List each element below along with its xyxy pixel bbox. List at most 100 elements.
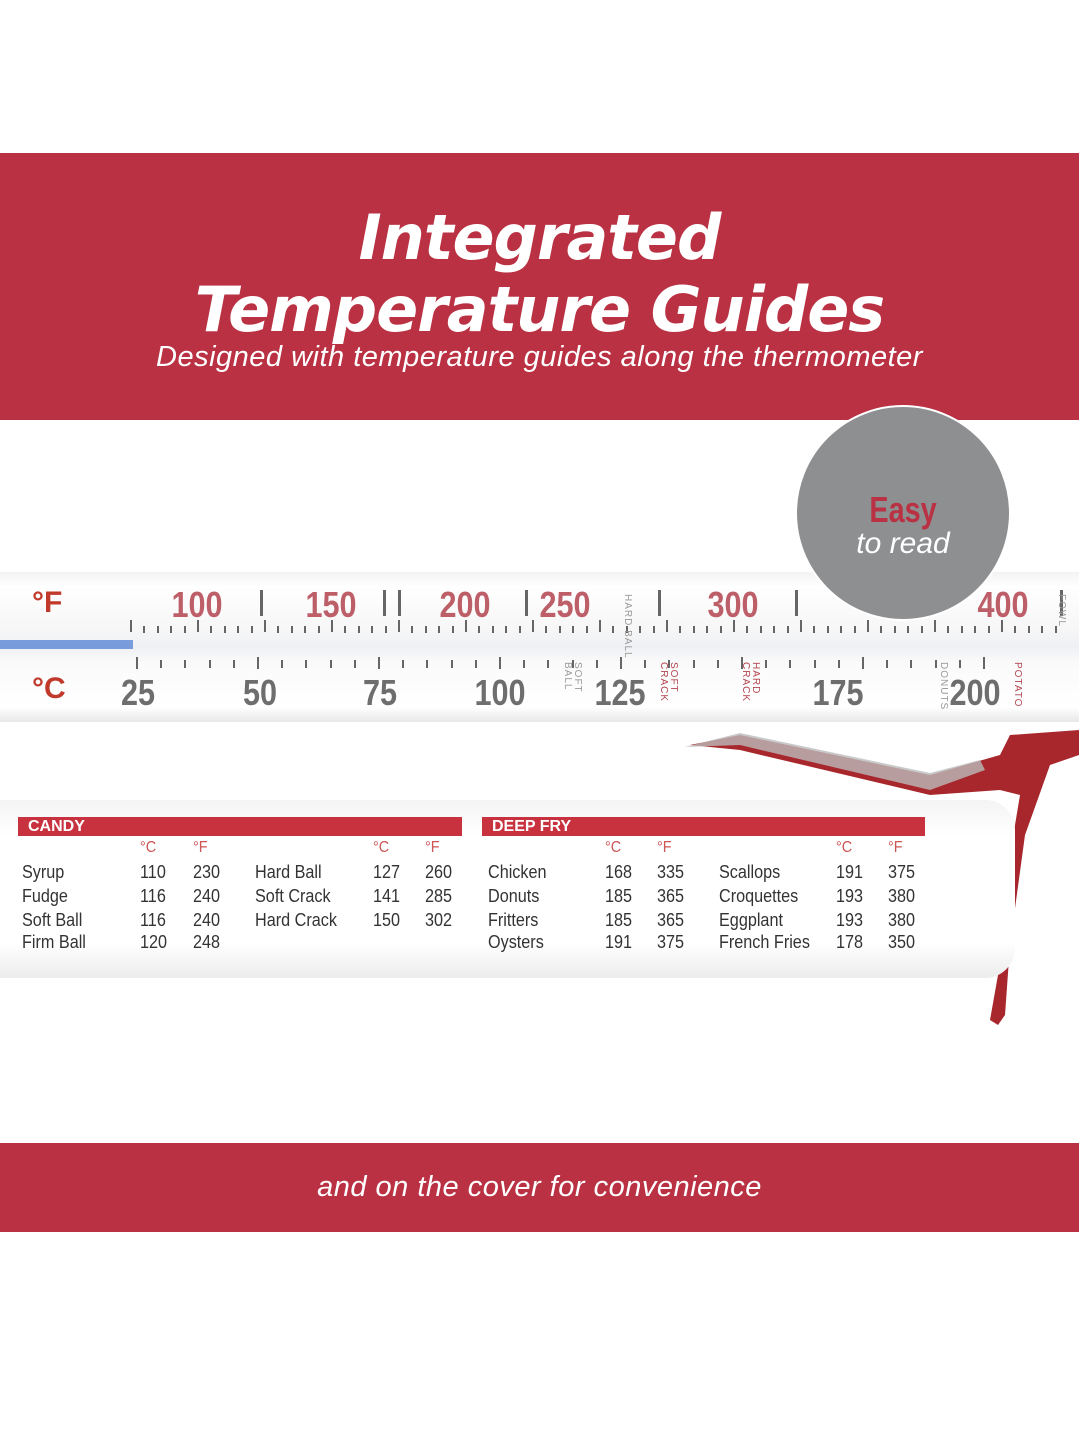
fahrenheit-label: 250 xyxy=(539,584,591,625)
fahrenheit-major-tick xyxy=(398,590,401,616)
guide-item-celsius: 141 xyxy=(373,886,401,906)
celsius-tick xyxy=(837,660,840,668)
fahrenheit-tick xyxy=(893,626,896,633)
celsius-tick xyxy=(813,660,816,668)
celsius-tick xyxy=(644,660,647,668)
guide-label: POTATO xyxy=(1012,662,1023,708)
fahrenheit-tick xyxy=(639,626,642,633)
celsius-unit: °C xyxy=(32,672,66,705)
fahrenheit-tick xyxy=(183,626,186,633)
fahrenheit-tick xyxy=(545,626,548,633)
fahrenheit-major-tick xyxy=(260,590,263,616)
celsius-tick xyxy=(934,660,937,668)
badge-line-1: Easy xyxy=(869,489,937,530)
candy-header: CANDY xyxy=(18,817,462,836)
guide-item-name: Fudge xyxy=(22,886,68,906)
fahrenheit-tick xyxy=(237,626,240,633)
fahrenheit-tick xyxy=(625,626,628,633)
guide-item-celsius: 193 xyxy=(836,886,864,906)
celsius-tick xyxy=(910,660,913,668)
fahrenheit-tick xyxy=(130,620,132,632)
celsius-tick xyxy=(765,660,768,668)
guide-item-fahrenheit: 230 xyxy=(193,862,221,882)
fahrenheit-tick xyxy=(679,626,682,633)
footer-banner: and on the cover for convenience xyxy=(0,1143,1079,1232)
fahrenheit-tick xyxy=(223,626,226,633)
guide-label: HARD BALL xyxy=(622,594,633,659)
guide-item-name: Fritters xyxy=(488,910,539,930)
guide-item-celsius: 116 xyxy=(140,910,166,930)
celsius-label: 25 xyxy=(120,672,156,713)
fahrenheit-tick xyxy=(746,626,749,633)
fahrenheit-tick xyxy=(652,626,655,633)
guide-item-name: Donuts xyxy=(488,886,540,906)
guide-item-fahrenheit: 375 xyxy=(657,932,685,952)
guide-item-fahrenheit: 375 xyxy=(888,862,916,882)
fahrenheit-label: 200 xyxy=(439,584,491,625)
guide-item-fahrenheit: 302 xyxy=(425,910,453,930)
fahrenheit-column-header: °F xyxy=(888,839,903,856)
celsius-tick xyxy=(257,657,259,669)
easy-to-read-badge: Easy to read xyxy=(795,405,1011,621)
fahrenheit-tick xyxy=(156,626,159,633)
fahrenheit-tick xyxy=(706,626,709,633)
fahrenheit-tick xyxy=(170,626,173,633)
fahrenheit-tick xyxy=(331,620,333,632)
celsius-label: 175 xyxy=(812,672,864,713)
celsius-label: 200 xyxy=(949,672,1001,713)
fahrenheit-tick xyxy=(398,620,400,632)
fahrenheit-tick xyxy=(880,626,883,633)
guide-item-name: Hard Ball xyxy=(255,862,322,882)
fahrenheit-label: 100 xyxy=(171,584,223,625)
guide-item-name: Firm Ball xyxy=(22,932,86,952)
fahrenheit-tick xyxy=(1001,620,1003,632)
fahrenheit-tick xyxy=(1054,626,1057,633)
fahrenheit-tick xyxy=(371,626,374,633)
fahrenheit-tick xyxy=(277,626,280,633)
fahrenheit-tick xyxy=(210,626,213,633)
celsius-column-header: °C xyxy=(836,839,853,856)
celsius-label: 50 xyxy=(242,672,278,713)
celsius-column-header: °C xyxy=(373,839,390,856)
celsius-tick xyxy=(668,660,671,668)
guide-item-fahrenheit: 350 xyxy=(888,932,916,952)
celsius-tick xyxy=(789,660,792,668)
celsius-tick xyxy=(426,660,429,668)
fahrenheit-unit: °F xyxy=(32,586,63,619)
fahrenheit-tick xyxy=(491,626,494,633)
fahrenheit-tick xyxy=(759,626,762,633)
guide-item-celsius: 191 xyxy=(836,862,864,882)
celsius-tick xyxy=(305,660,308,668)
guide-item-name: Oysters xyxy=(488,932,544,952)
fahrenheit-tick xyxy=(786,626,789,633)
fahrenheit-tick xyxy=(478,626,481,633)
fahrenheit-tick xyxy=(143,626,146,633)
guide-item-celsius: 185 xyxy=(605,886,633,906)
deep-fry-header: DEEP FRY xyxy=(482,817,925,836)
fahrenheit-major-tick xyxy=(658,590,661,616)
fahrenheit-tick xyxy=(666,620,668,632)
guide-item-celsius: 185 xyxy=(605,910,633,930)
title-line-2: Temperature Guides xyxy=(194,273,885,346)
guide-item-name: Eggplant xyxy=(719,910,783,930)
guide-label: SOFT CRACK xyxy=(658,662,679,703)
header-banner: Integrated Temperature Guides Designed w… xyxy=(0,153,1079,420)
celsius-tick xyxy=(547,660,550,668)
guide-item-fahrenheit: 380 xyxy=(888,910,916,930)
celsius-tick xyxy=(402,660,405,668)
guide-item-celsius: 178 xyxy=(836,932,864,952)
guide-item-fahrenheit: 285 xyxy=(425,886,453,906)
guide-item-fahrenheit: 260 xyxy=(425,862,453,882)
celsius-column-header: °C xyxy=(140,839,157,856)
celsius-tick xyxy=(160,660,163,668)
fahrenheit-tick xyxy=(558,626,561,633)
fahrenheit-tick xyxy=(599,620,601,632)
celsius-tick xyxy=(983,657,985,669)
guide-item-fahrenheit: 240 xyxy=(193,886,221,906)
guide-label: DONUTS xyxy=(938,662,949,711)
fahrenheit-tick xyxy=(344,626,347,633)
pan-clip xyxy=(685,730,1079,1025)
fahrenheit-label: 300 xyxy=(707,584,759,625)
guide-item-name: Scallops xyxy=(719,862,781,882)
badge-line-2: to read xyxy=(856,527,950,560)
